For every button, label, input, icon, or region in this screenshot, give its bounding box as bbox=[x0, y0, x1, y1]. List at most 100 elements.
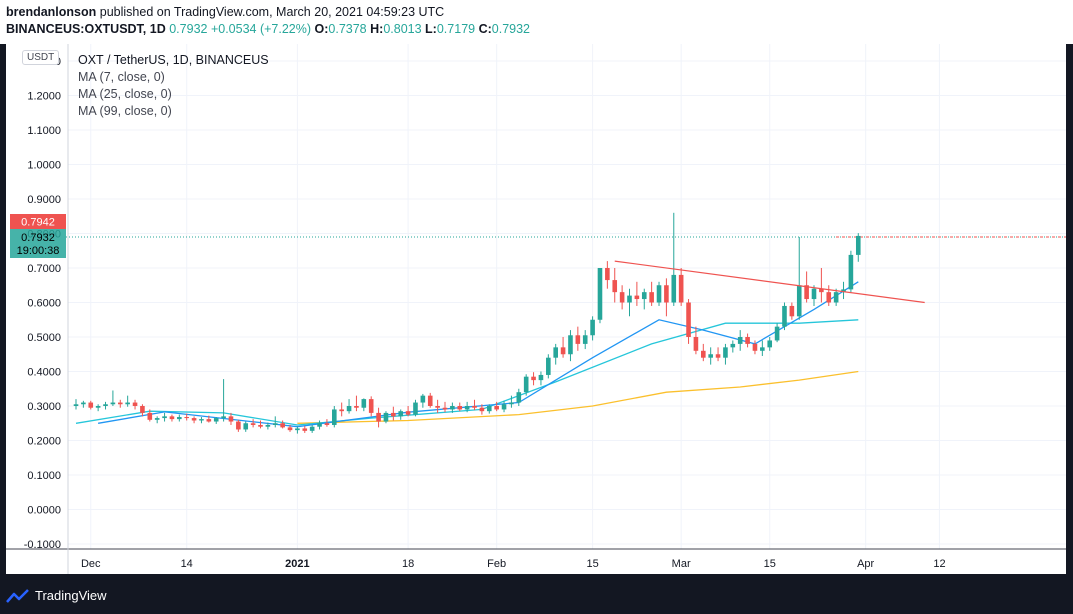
legend-ma99[interactable]: MA (99, close, 0) bbox=[78, 104, 172, 118]
candle-body bbox=[332, 409, 337, 425]
legend-title[interactable]: OXT / TetherUS, 1D, BINANCEUS bbox=[78, 53, 269, 67]
candle-body bbox=[295, 428, 300, 431]
open-label: O: bbox=[314, 22, 329, 36]
candle-body bbox=[368, 399, 374, 413]
trendline-line bbox=[614, 260, 925, 304]
candle-body bbox=[671, 274, 677, 303]
y-tick-label: -0.1000 bbox=[24, 539, 61, 551]
ma99-series bbox=[297, 370, 859, 424]
trendline[interactable] bbox=[614, 260, 925, 304]
price-tag-red: 0.7942 bbox=[10, 214, 66, 229]
candle-body bbox=[634, 295, 640, 300]
y-tick-label: 1.0000 bbox=[27, 160, 61, 172]
publisher-name[interactable]: brendanlonson bbox=[6, 5, 97, 19]
countdown-text: 19:00:38 bbox=[17, 245, 60, 257]
candle-body bbox=[767, 340, 773, 348]
candle-body bbox=[553, 347, 558, 358]
candle-body bbox=[154, 418, 160, 420]
candle-body bbox=[796, 285, 802, 317]
y-tick-label: 0.9000 bbox=[27, 194, 61, 206]
candle-body bbox=[435, 406, 440, 408]
candle-body bbox=[597, 268, 603, 320]
y-tick-label: 0.3000 bbox=[27, 401, 61, 413]
candle-body bbox=[206, 419, 212, 422]
candle-body bbox=[752, 343, 758, 351]
grid-lines bbox=[68, 44, 1066, 549]
candle-body bbox=[383, 412, 389, 422]
candle-body bbox=[516, 392, 522, 403]
candle-body bbox=[250, 423, 256, 425]
candle-body bbox=[760, 347, 765, 351]
candle-body bbox=[590, 319, 595, 336]
high-value: 0.8013 bbox=[383, 22, 422, 36]
candle-body bbox=[723, 347, 728, 358]
candle-body bbox=[619, 292, 625, 303]
candle-body bbox=[582, 335, 588, 344]
candle-body bbox=[413, 402, 418, 415]
ma7-line bbox=[97, 281, 859, 428]
x-tick-label: 15 bbox=[586, 558, 598, 570]
candle-body bbox=[287, 427, 293, 431]
candle-body bbox=[140, 406, 145, 413]
candle-body bbox=[110, 402, 116, 405]
candle-body bbox=[605, 268, 610, 281]
candle-body bbox=[228, 416, 234, 422]
footer-bar: TradingView bbox=[0, 574, 1073, 614]
candle-body bbox=[708, 354, 713, 358]
y-tick-label: 0.4000 bbox=[27, 367, 61, 379]
x-tick-label: 14 bbox=[181, 558, 193, 570]
candle-body bbox=[855, 235, 861, 255]
candle-body bbox=[841, 289, 846, 293]
price-tag-green-text: 0.7932 bbox=[21, 232, 55, 244]
ohlc-line: BINANCEUS:OXTUSDT, 1D 0.7932 +0.0534 (+7… bbox=[6, 22, 530, 36]
chart-legend: OXT / TetherUS, 1D, BINANCEUS MA (7, clo… bbox=[78, 52, 269, 120]
legend-ma7[interactable]: MA (7, close, 0) bbox=[78, 70, 165, 84]
y-tick-label: 1.2000 bbox=[27, 91, 61, 103]
ma99-line bbox=[297, 370, 859, 424]
candle-body bbox=[147, 412, 153, 420]
candle-body bbox=[789, 305, 795, 317]
candle-body bbox=[361, 399, 367, 408]
symbol-label: BINANCEUS:OXTUSDT, 1D bbox=[6, 22, 166, 36]
low-label: L: bbox=[425, 22, 437, 36]
price-chart[interactable]: -0.1000 0.0000 0.1000 0.2000 0.3000 0.4000 0.5… bbox=[6, 44, 1066, 574]
candle-body bbox=[376, 412, 381, 422]
tradingview-logo[interactable]: TradingView bbox=[6, 588, 107, 603]
y-axis: -0.1000 0.0000 0.1000 0.2000 0.3000 0.4000 0.5… bbox=[24, 56, 61, 551]
candle-body bbox=[664, 285, 669, 303]
x-axis: Dec 14 2021 18 Feb 15 Mar 15 Apr 12 bbox=[81, 558, 946, 570]
publish-header: brendanlonson published on TradingView.c… bbox=[0, 0, 1073, 44]
candle-body bbox=[420, 395, 426, 403]
candle-body bbox=[302, 428, 308, 431]
candle-body bbox=[745, 337, 750, 344]
candle-body bbox=[177, 417, 182, 420]
price-tag-green: 0.7932 19:00:38 bbox=[10, 229, 66, 258]
legend-ma25[interactable]: MA (25, close, 0) bbox=[78, 87, 172, 101]
close-label: C: bbox=[478, 22, 492, 36]
candle-body bbox=[73, 404, 79, 406]
candle-body bbox=[627, 295, 632, 303]
currency-button[interactable]: USDT bbox=[22, 50, 60, 65]
candle-body bbox=[280, 423, 285, 428]
candle-body bbox=[169, 416, 175, 420]
publish-info: brendanlonson published on TradingView.c… bbox=[6, 5, 444, 19]
y-tick-label: 1.1000 bbox=[27, 125, 61, 137]
candle-body bbox=[457, 406, 463, 410]
close-value: 0.7932 bbox=[491, 22, 531, 36]
candle-body bbox=[686, 302, 691, 337]
candle-body bbox=[804, 285, 809, 300]
candle-body bbox=[560, 347, 566, 355]
candle-body bbox=[405, 411, 411, 415]
y-tick-label: 0.5000 bbox=[27, 332, 61, 344]
candle-body bbox=[819, 288, 824, 293]
price-change: +0.0534 (+7.22%) bbox=[210, 22, 312, 36]
candle-body bbox=[427, 395, 433, 406]
chart-area[interactable]: -0.1000 0.0000 0.1000 0.2000 0.3000 0.4000 0.5… bbox=[6, 44, 1066, 574]
candle-body bbox=[538, 374, 544, 381]
candle-body bbox=[103, 404, 108, 406]
candle-body bbox=[317, 423, 322, 427]
candle-body bbox=[213, 418, 219, 422]
candle-body bbox=[236, 421, 241, 430]
x-tick-label: 15 bbox=[764, 558, 776, 570]
candle-body bbox=[833, 292, 839, 303]
